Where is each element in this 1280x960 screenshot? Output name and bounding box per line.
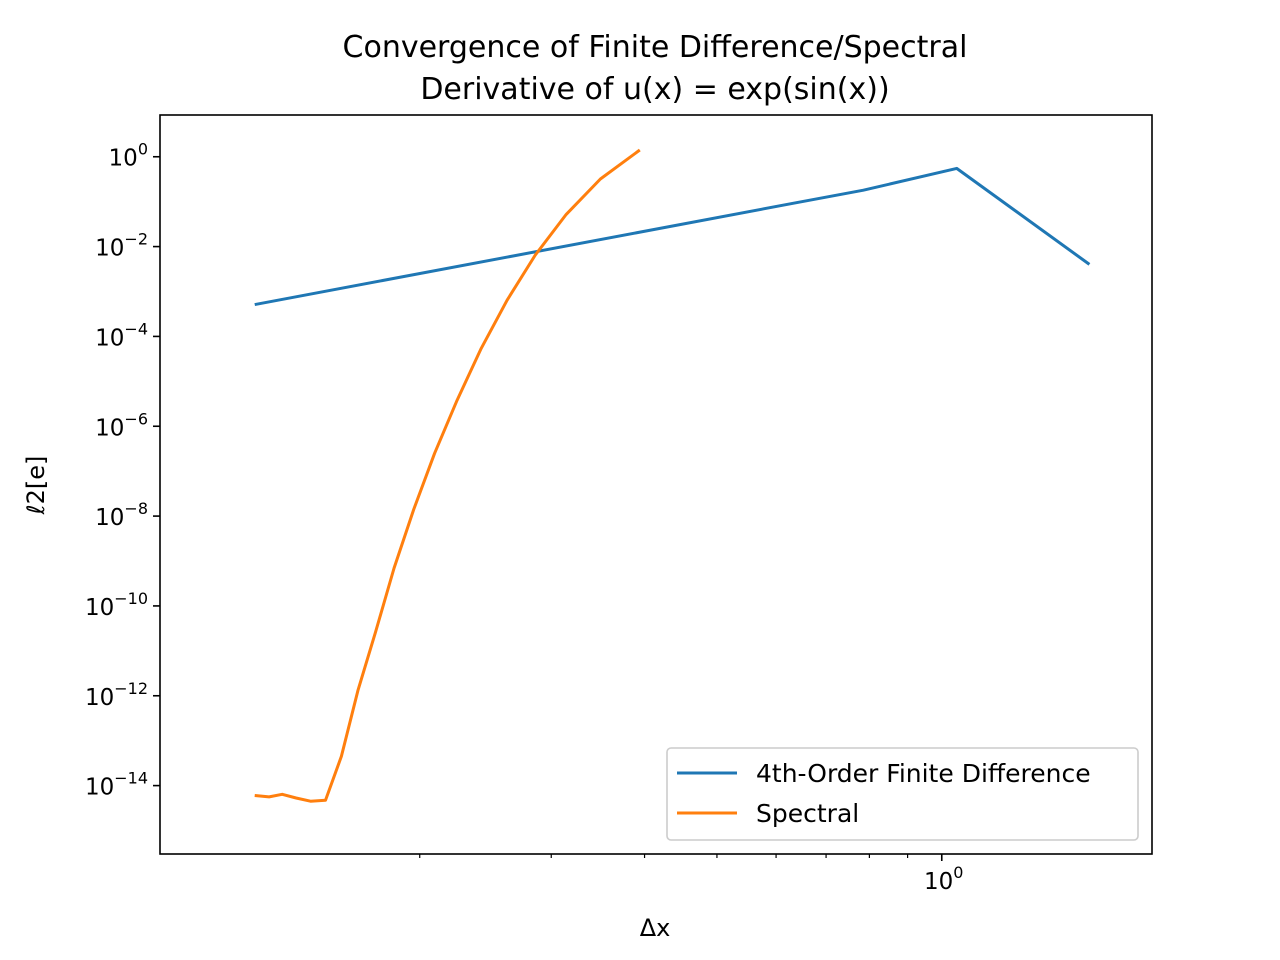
- series-line-1: [254, 148, 641, 803]
- y-tick-label-7: 10−14: [85, 769, 148, 801]
- legend-label-spectral: Spectral: [756, 799, 859, 828]
- tick-layer: 100 10−2 10−4 10−6 10−8 10−10 10−12 10−14 100: [85, 140, 964, 895]
- series-layer: [254, 148, 1091, 803]
- chart-subtitle: Derivative of u(x) = exp(sin(x)): [420, 72, 889, 107]
- plot-area: [160, 115, 1152, 854]
- y-axis-label: ℓ2[e]: [22, 456, 50, 516]
- x-axis-label: Δx: [640, 914, 671, 942]
- y-tick-label-5: 10−10: [85, 589, 148, 621]
- x-tick-label-0: 100: [924, 863, 963, 895]
- y-tick-label-1: 10−2: [95, 230, 148, 262]
- y-tick-label-6: 10−12: [85, 679, 148, 711]
- y-tick-label-0: 100: [109, 140, 148, 172]
- plot-frame: [159, 114, 1153, 855]
- series-line-0: [254, 166, 1091, 307]
- legend: 4th-Order Finite Difference Spectral: [666, 747, 1139, 841]
- y-tick-label-2: 10−4: [95, 319, 148, 351]
- y-tick-label-4: 10−8: [95, 499, 148, 531]
- y-tick-label-3: 10−6: [95, 409, 148, 441]
- legend-label-fd: 4th-Order Finite Difference: [756, 759, 1091, 788]
- chart-title: Convergence of Finite Difference/Spectra…: [343, 30, 968, 65]
- legend-box: [666, 747, 1139, 841]
